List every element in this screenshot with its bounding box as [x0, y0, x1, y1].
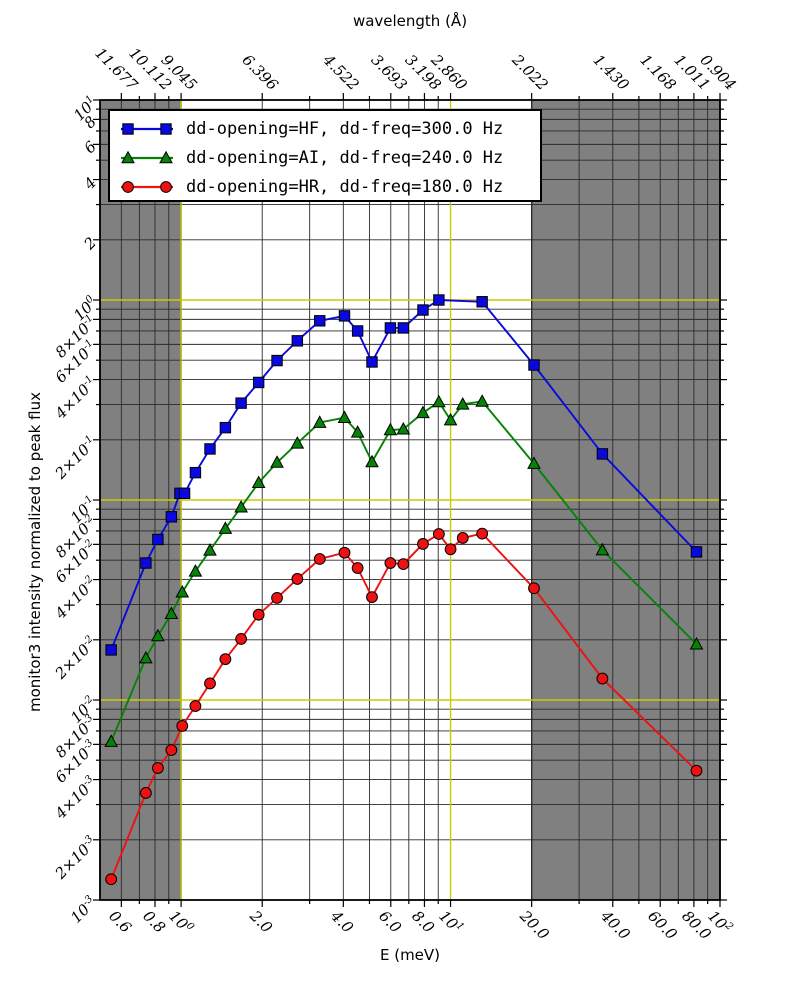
legend-item-AI: dd-opening=AI, dd-freq=240.0 Hz	[118, 143, 540, 172]
legend-item-HR: dd-opening=HR, dd-freq=180.0 Hz	[118, 172, 540, 201]
legend-item-HF: dd-opening=HF, dd-freq=300.0 Hz	[118, 114, 540, 143]
legend-sample-triangle	[121, 150, 173, 163]
legend-label: dd-opening=HR, dd-freq=180.0 Hz	[186, 176, 504, 197]
legend-sample-square	[121, 122, 173, 135]
legend-sample-circle	[121, 180, 173, 193]
legend: dd-opening=HF, dd-freq=300.0 Hz dd-openin…	[108, 109, 542, 202]
legend-label: dd-opening=AI, dd-freq=240.0 Hz	[186, 147, 504, 168]
top-axis-title: wavelength (Å)	[352, 12, 468, 30]
x-axis-title: E (meV)	[379, 946, 441, 964]
legend-label: dd-opening=HF, dd-freq=300.0 Hz	[186, 118, 504, 139]
